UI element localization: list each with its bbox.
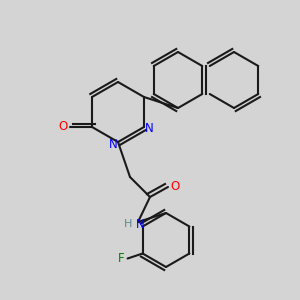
Text: O: O	[170, 181, 180, 194]
Text: N: N	[109, 139, 117, 152]
Text: N: N	[136, 218, 144, 230]
Text: N: N	[145, 122, 153, 136]
Text: O: O	[58, 121, 68, 134]
Text: H: H	[124, 219, 132, 229]
Text: F: F	[118, 252, 125, 265]
